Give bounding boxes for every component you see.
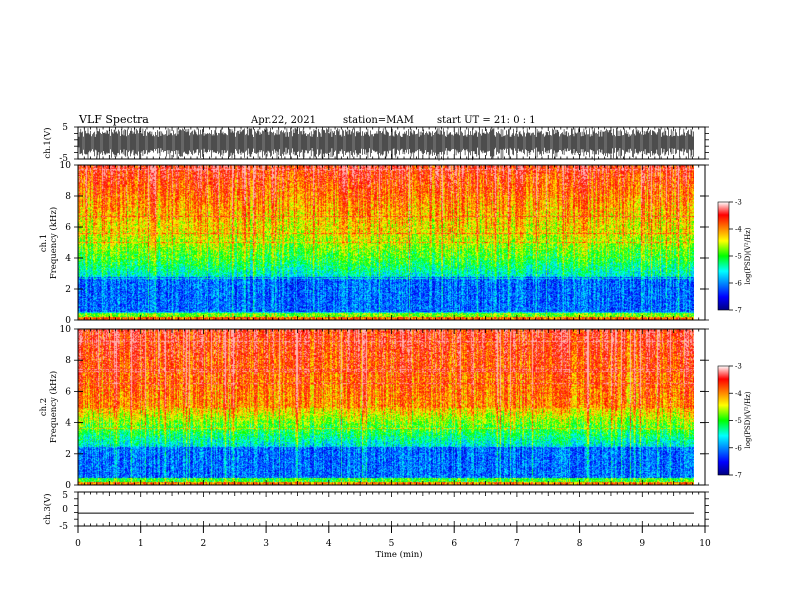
time-tick-label: 0 — [75, 539, 81, 549]
colorbar-tick-label: -4 — [735, 226, 742, 234]
freq-tick-label: 0 — [65, 316, 71, 326]
spectrogram-ch2-yticks: 0 2 4 6 8 10 — [60, 325, 705, 491]
colorbar-ch2: -3 -4 -5 -6 -7 log(PSD)(V²/Hz) — [717, 363, 752, 480]
freq-tick-label: 2 — [65, 285, 71, 295]
colorbar-tick-label: -3 — [735, 363, 742, 371]
freq-tick-label: 10 — [60, 161, 72, 171]
colorbar-ch2-gradient — [717, 365, 730, 476]
spectrogram-ch2-image — [78, 329, 694, 485]
colorbar-tick-label: -7 — [735, 472, 742, 480]
start-time-label: start UT = 21: 0 : 1 — [437, 115, 536, 126]
waveform-ch1-panel: 5 -5 ch.1(V) — [42, 123, 706, 164]
ch3-ytick-bottom: -5 — [59, 522, 68, 532]
waveform-ch1-trace — [78, 128, 694, 161]
ch1-ytick-top: 5 — [62, 123, 68, 133]
colorbar-ch1-gradient — [717, 201, 730, 311]
freq-tick-label: 8 — [65, 356, 71, 366]
time-tick-label: 1 — [138, 539, 144, 549]
time-axis-label: Time (min) — [375, 549, 422, 560]
colorbar-tick-label: -5 — [735, 417, 742, 425]
freq-tick-label: 4 — [65, 254, 71, 264]
ch3-ytick-middle: 0 — [62, 505, 68, 515]
freq-tick-label: 4 — [65, 419, 71, 429]
time-tick-label: 10 — [699, 539, 711, 549]
time-axis-ticks: 0 1 2 3 4 5 6 7 8 9 10 — [75, 526, 711, 549]
spectrogram-ch1-panel: 0 2 4 6 8 10 ch.1 Frequency (kHz) — [39, 161, 706, 326]
time-tick-label: 7 — [514, 539, 520, 549]
freq-tick-label: 8 — [65, 192, 71, 202]
colorbar-tick-label: -3 — [735, 199, 742, 207]
spectrogram-ch2-ylabel-frequency: Frequency (kHz) — [48, 371, 59, 443]
spectrogram-ch1-image — [78, 165, 694, 320]
waveform-ch3-frame — [77, 491, 706, 527]
time-tick-label: 4 — [326, 539, 332, 549]
ch3-waveform-ylabel: ch.3(V) — [42, 493, 53, 524]
ch3-ytick-top: 5 — [62, 491, 68, 501]
waveform-ch1-path — [78, 128, 694, 161]
colorbar-ch2-ticks: -3 -4 -5 -6 -7 — [729, 363, 742, 480]
time-tick-label: 9 — [639, 539, 645, 549]
time-tick-label: 5 — [389, 539, 395, 549]
spectrogram-ch1-ylabel-channel: ch.1 — [39, 234, 49, 252]
colorbar-tick-label: -6 — [735, 280, 742, 288]
freq-tick-label: 6 — [65, 387, 71, 397]
colorbar-ch1: -3 -4 -5 -6 -7 log(PSD)(V²/Hz) — [717, 199, 752, 315]
time-tick-label: 2 — [201, 539, 207, 549]
colorbar-ch1-label: log(PSD)(V²/Hz) — [744, 227, 752, 284]
time-tick-label: 8 — [577, 539, 583, 549]
spectrogram-ch1-ylabel-frequency: Frequency (kHz) — [48, 207, 59, 279]
freq-tick-label: 10 — [60, 325, 72, 335]
colorbar-ch2-label: log(PSD)(V²/Hz) — [744, 391, 752, 448]
station-label: station=MAM — [343, 115, 414, 126]
waveform-ch3-panel: 5 0 -5 ch.3(V) — [42, 491, 706, 532]
colorbar-tick-label: -6 — [735, 444, 742, 452]
ch1-waveform-ylabel: ch.1(V) — [42, 127, 53, 158]
spectrogram-ch2-ylabel-channel: ch.2 — [39, 398, 49, 416]
time-tick-label: 6 — [451, 539, 457, 549]
date-label: Apr.22, 2021 — [250, 115, 316, 126]
spectrogram-ch1-yticks: 0 2 4 6 8 10 — [60, 161, 705, 326]
colorbar-tick-label: -5 — [735, 253, 742, 261]
figure-title: VLF Spectra — [78, 113, 149, 126]
colorbar-ch1-ticks: -3 -4 -5 -6 -7 — [729, 199, 742, 315]
freq-tick-label: 6 — [65, 223, 71, 233]
freq-tick-label: 0 — [65, 481, 71, 491]
colorbar-tick-label: -7 — [735, 307, 742, 315]
spectrogram-ch2-panel: 0 2 4 6 8 10 ch.2 Frequency (kHz) — [39, 325, 706, 491]
freq-tick-label: 2 — [65, 450, 71, 460]
ch1-ytick-bottom: -5 — [59, 154, 68, 164]
time-tick-label: 3 — [263, 539, 269, 549]
colorbar-tick-label: -4 — [735, 390, 742, 398]
time-minor-ticks — [74, 126, 709, 527]
